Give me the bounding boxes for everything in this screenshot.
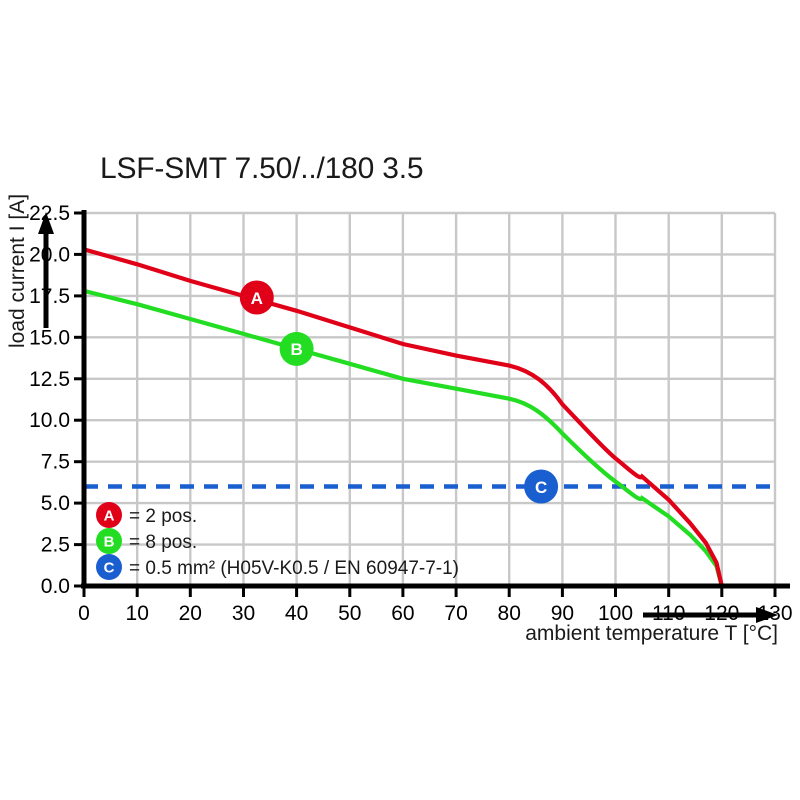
x-tick-label: 100 — [598, 602, 633, 625]
y-axis-tick-labels: 0.0 2.5 5.0 7.5 10.0 12.5 15.0 17.5 20.0… — [29, 202, 70, 598]
y-axis-caption: load current I [A] — [6, 194, 29, 348]
series-b-curve — [81, 288, 724, 589]
x-tick-label: 20 — [179, 602, 202, 625]
series-a-curve — [81, 247, 724, 589]
y-tick-label: 12.5 — [29, 368, 70, 391]
y-axis-ticks — [74, 211, 84, 588]
y-tick-label: 5.0 — [41, 492, 70, 515]
x-axis-arrow-icon — [643, 607, 778, 623]
x-tick-label: 70 — [444, 602, 467, 625]
grid-lines — [82, 211, 777, 588]
marker-b[interactable]: B — [279, 331, 314, 366]
y-axis-caption-group: load current I [A] — [6, 194, 54, 348]
legend-a-label: = 2 pos. — [129, 506, 197, 527]
x-axis-caption: ambient temperature T [°C] — [525, 622, 778, 645]
legend-item-c[interactable]: C = 0.5 mm² (H05V-K0.5 / EN 60947-7-1) — [96, 554, 459, 580]
legend-a-letter: A — [104, 508, 115, 525]
y-tick-label: 7.5 — [41, 451, 70, 474]
y-tick-label: 2.5 — [41, 534, 70, 557]
data-markers: A B C — [239, 280, 559, 504]
x-tick-label: 30 — [232, 602, 255, 625]
x-axis-ticks — [82, 586, 777, 597]
legend-b-letter: B — [104, 534, 115, 551]
x-tick-label: 50 — [338, 602, 361, 625]
y-tick-label: 0.0 — [41, 575, 70, 598]
x-tick-label: 60 — [391, 602, 414, 625]
axis-lines — [81, 210, 790, 589]
marker-a-letter: A — [251, 289, 263, 308]
y-tick-label: 20.0 — [29, 243, 70, 266]
x-tick-label: 0 — [78, 602, 90, 625]
marker-c[interactable]: C — [524, 469, 559, 504]
legend-item-b[interactable]: B = 8 pos. — [96, 528, 197, 554]
marker-c-letter: C — [535, 478, 547, 497]
legend-c-label: = 0.5 mm² (H05V-K0.5 / EN 60947-7-1) — [129, 558, 459, 579]
y-tick-label: 15.0 — [29, 326, 70, 349]
y-axis-arrow-icon — [38, 212, 54, 328]
chart-legend: A = 2 pos. B = 8 pos. C = 0.5 mm² (H05V-… — [96, 502, 459, 580]
legend-b-label: = 8 pos. — [129, 532, 197, 553]
x-tick-label: 80 — [498, 602, 521, 625]
y-tick-label: 17.5 — [29, 285, 70, 308]
x-tick-label: 40 — [285, 602, 308, 625]
chart-title: LSF-SMT 7.50/../180 3.5 — [100, 152, 424, 185]
x-tick-label: 90 — [551, 602, 574, 625]
y-tick-label: 10.0 — [29, 409, 70, 432]
legend-c-letter: C — [104, 560, 115, 577]
y-tick-label: 22.5 — [29, 202, 70, 225]
x-tick-label: 10 — [126, 602, 149, 625]
legend-item-a[interactable]: A = 2 pos. — [96, 502, 197, 528]
marker-a[interactable]: A — [239, 280, 274, 315]
marker-b-letter: B — [290, 340, 302, 359]
x-axis-caption-group: ambient temperature T [°C] — [525, 607, 778, 645]
